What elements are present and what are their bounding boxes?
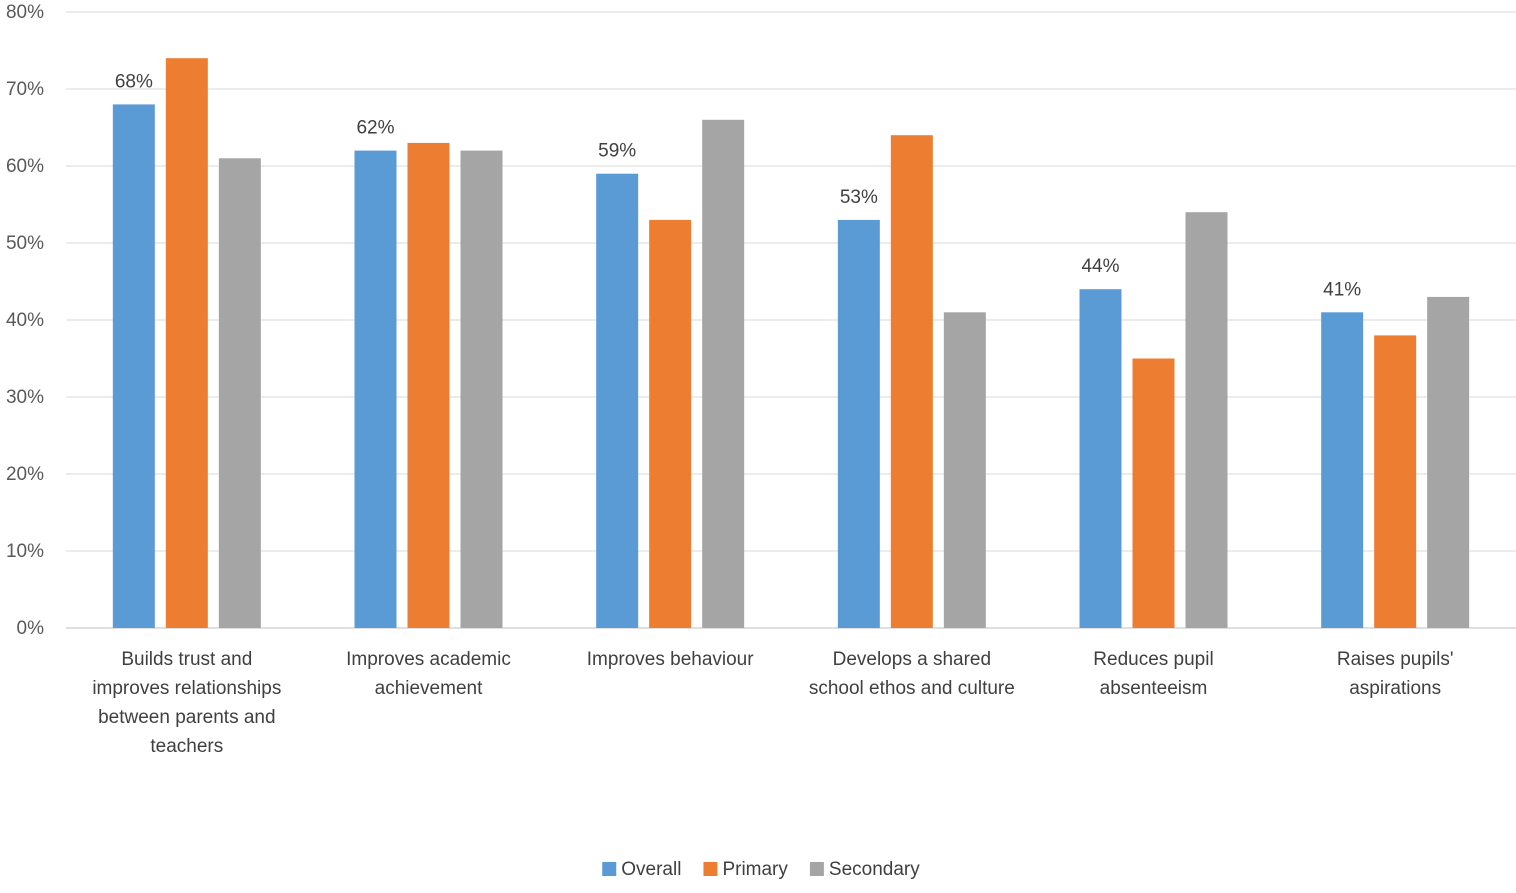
- data-label: 41%: [1323, 279, 1361, 300]
- bar-overall: [837, 219, 880, 628]
- bar-primary: [649, 219, 692, 628]
- y-tick-label: 80%: [6, 2, 44, 23]
- x-category-label-line: teachers: [150, 736, 223, 757]
- x-category-label: Raises pupils' aspirations: [1337, 649, 1454, 699]
- y-tick-label: 20%: [6, 464, 44, 485]
- x-category-label-line: Improves behaviour: [587, 649, 755, 670]
- x-category-label-line: school ethos and culture: [809, 678, 1015, 699]
- bar-overall: [596, 173, 639, 628]
- bar-overall: [1321, 312, 1364, 628]
- y-tick-label: 60%: [6, 156, 44, 177]
- legend-label-overall: Overall: [621, 859, 681, 880]
- y-tick-label: 30%: [6, 387, 44, 408]
- y-tick-label: 10%: [6, 541, 44, 562]
- bar-overall: [1079, 289, 1122, 628]
- data-label: 59%: [598, 141, 636, 162]
- legend-swatch-primary: [703, 862, 718, 876]
- bar-secondary: [218, 158, 261, 629]
- x-category-label-line: Improves academic: [346, 649, 511, 670]
- bar-primary: [890, 135, 933, 628]
- legend-swatch-overall: [602, 862, 617, 876]
- x-category-label-line: between parents and: [98, 707, 275, 728]
- data-label: 68%: [115, 71, 153, 92]
- y-tick-label: 40%: [6, 310, 44, 331]
- y-tick-label: 70%: [6, 79, 44, 100]
- data-label: 53%: [840, 187, 878, 208]
- bar-secondary: [460, 150, 503, 628]
- gridlines: [66, 11, 1516, 629]
- bar-secondary: [1427, 296, 1470, 628]
- x-category-label-line: achievement: [375, 678, 483, 699]
- x-category-label-line: aspirations: [1349, 678, 1441, 699]
- x-category-label-line: Reduces pupil: [1093, 649, 1213, 670]
- y-tick-label: 50%: [6, 233, 44, 254]
- legend-label-primary: Primary: [722, 859, 788, 880]
- legend-label-secondary: Secondary: [829, 859, 920, 880]
- x-category-label: Reduces pupil absenteeism: [1093, 649, 1213, 699]
- legend: Overall Primary Secondary: [602, 859, 920, 880]
- data-labels: 68% 62% 59% 53% 44% 41%: [115, 71, 1361, 300]
- bar-overall: [112, 104, 155, 628]
- bar-overall: [354, 150, 397, 628]
- x-category-label: Builds trust and improves relationships be…: [92, 649, 281, 757]
- x-category-label-line: improves relationships: [92, 678, 281, 699]
- bar-primary: [1132, 358, 1175, 628]
- bar-secondary: [1185, 212, 1228, 628]
- bar-primary: [165, 58, 208, 628]
- legend-swatch-secondary: [809, 862, 824, 876]
- data-label: 62%: [356, 118, 394, 139]
- x-category-label-line: Builds trust and: [121, 649, 252, 670]
- x-category-label-line: Raises pupils': [1337, 649, 1454, 670]
- bars: [112, 58, 1470, 629]
- bar-secondary: [702, 119, 745, 629]
- x-category-label: Develops a shared school ethos and cultur…: [809, 649, 1015, 699]
- y-tick-label: 0%: [17, 618, 45, 639]
- x-category-label-line: Develops a shared: [833, 649, 991, 670]
- y-axis: 0% 10% 20% 30% 40% 50% 60% 70% 80%: [6, 2, 44, 639]
- bar-secondary: [943, 312, 986, 628]
- bar-primary: [1374, 335, 1417, 628]
- x-category-label: Improves behaviour: [587, 649, 755, 670]
- x-axis: Builds trust and improves relationships be…: [92, 649, 1453, 757]
- data-label: 44%: [1081, 256, 1119, 277]
- x-category-label: Improves academic achievement: [346, 649, 511, 699]
- bar-primary: [407, 142, 450, 628]
- x-category-label-line: absenteeism: [1100, 678, 1208, 699]
